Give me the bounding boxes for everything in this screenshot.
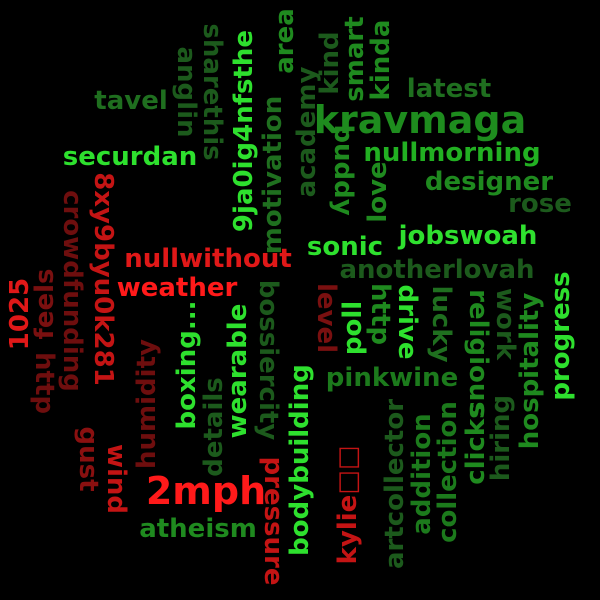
word-buddy: buddy <box>328 124 358 216</box>
word-pressure: pressure <box>258 456 288 586</box>
word-kinda: kinda <box>366 19 396 101</box>
word-anglin: anglin <box>171 46 201 138</box>
word-pinkwine: pinkwine <box>325 363 459 393</box>
word-http-1: http <box>29 352 59 414</box>
word-nullmorning: nullmorning <box>363 138 541 168</box>
word-level: level <box>311 282 341 354</box>
word-artcollector: artcollector <box>380 398 410 570</box>
word-crowdfunding: crowdfunding <box>57 190 87 392</box>
word-9ja0ig4nfsthe: 9ja0ig4nfsthe <box>229 29 259 233</box>
word-addition: addition <box>407 413 437 535</box>
word-tavel: tavel <box>94 86 168 116</box>
word-kylie: kylie□□ <box>333 445 363 565</box>
word-securdan: securdan <box>62 142 198 172</box>
word-latest: latest <box>406 74 492 104</box>
word-designer: designer <box>424 167 554 197</box>
word-anotherlovah: anotherlovah <box>339 255 535 285</box>
word-hospitality: hospitality <box>515 292 545 450</box>
word-gust: gust <box>73 426 103 492</box>
word-hiring: hiring <box>486 394 516 482</box>
word-motivation: motivation <box>258 95 288 255</box>
word-smart: smart <box>340 16 370 102</box>
word-nullwithout: nullwithout <box>124 244 292 274</box>
word-sonic: sonic <box>306 232 384 262</box>
word-wind: wind <box>101 443 131 515</box>
word-bossiercity: bossiercity <box>253 279 283 441</box>
word-8xy9byu0k281: 8xy9byu0k281 <box>88 172 118 386</box>
word-lucky: lucky <box>426 285 456 363</box>
word-sharethis: sharethis <box>197 23 227 161</box>
word-kravmaga: kravmaga <box>313 98 527 142</box>
word-weather: weather <box>116 273 238 303</box>
word-bodybuilding: bodybuilding <box>285 364 315 556</box>
word-boxing: boxing... <box>172 300 202 430</box>
word-collection: collection <box>433 401 463 543</box>
word-progress: progress <box>546 271 576 401</box>
word-drive: drive <box>392 284 422 360</box>
word-feels: feels <box>30 268 60 340</box>
word-area: area <box>270 8 300 74</box>
word-jobswoah: jobswoah <box>398 221 538 251</box>
word-wearable: wearable <box>223 303 253 439</box>
word-love: love <box>363 161 393 223</box>
word-2mph: 2mph <box>145 469 267 513</box>
word-http-2: http <box>365 283 395 345</box>
word-atheism: atheism <box>139 514 257 544</box>
word-clicks: clicks <box>461 403 491 485</box>
word-poll: poll <box>338 300 368 356</box>
word-humidity: humidity <box>132 339 162 469</box>
word-rose: rose <box>508 189 572 219</box>
